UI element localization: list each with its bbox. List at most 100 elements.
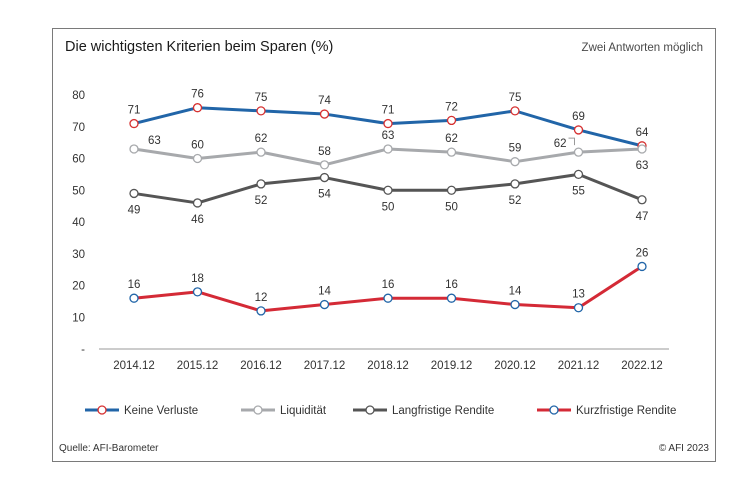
data-point [383,144,393,154]
data-point [446,147,457,157]
chart-subtitle: Zwei Antworten möglich [582,42,703,54]
legend-marker [253,405,263,415]
source-note: Quelle: AFI-Barometer [59,443,159,454]
y-tick-label: 70 [72,122,85,134]
data-label: 46 [191,214,204,226]
data-point [192,287,203,297]
series-layer [129,103,647,316]
label-leader-line [568,137,575,146]
data-point [446,293,457,303]
data-label: 16 [382,279,395,291]
data-point [319,172,330,183]
data-label: 60 [191,140,204,152]
data-point [383,293,393,303]
data-point [256,306,266,316]
data-point [637,195,647,205]
data-point [256,147,266,157]
data-point [637,144,647,154]
data-label: 16 [128,279,141,291]
data-label: 52 [509,195,522,207]
x-tick-label: 2021.12 [558,360,600,372]
chart-title: Die wichtigsten Kriterien beim Sparen (%… [65,39,333,55]
legend-item-langfristige-rendite: Langfristige Rendite [353,405,494,417]
data-point [192,153,203,164]
legend-item-liquidit-t: Liquidität [241,405,327,417]
legend-label: Langfristige Rendite [392,405,494,417]
data-point [510,299,520,310]
data-point [192,198,203,208]
data-point [319,160,330,170]
data-label: 50 [382,201,395,213]
copyright-note: © AFI 2023 [659,443,710,454]
y-tick-label: 60 [72,154,85,166]
data-label: 26 [636,247,649,259]
data-label: 69 [572,111,585,123]
data-label: 49 [128,204,141,216]
x-axis-ticks: 2014.12 2015.12 2016.12 2017.12 2018.12 2019.… [113,360,663,372]
data-label: 58 [318,146,331,158]
legend-marker [365,405,375,415]
data-point [129,118,139,129]
series-kurzfristige-rendite [129,261,647,316]
data-label: 63 [148,135,161,147]
data-point [510,106,520,116]
x-tick-label: 2020.12 [494,360,536,372]
data-label: 52 [255,195,268,207]
data-label: 55 [572,185,585,197]
y-tick-label: 10 [72,312,85,324]
data-point [129,293,139,303]
x-tick-label: 2014.12 [113,360,155,372]
data-label: 14 [509,286,522,298]
y-tick-label: - [81,344,85,356]
x-tick-label: 2015.12 [177,360,219,372]
data-point [256,106,266,116]
data-point [446,185,457,195]
data-point [573,147,584,157]
legend: Keine Verluste Liquidität Langfristige Ren… [85,405,676,417]
y-tick-label: 50 [72,185,85,197]
series-liquidit-t [129,144,647,170]
data-point [383,118,393,129]
data-point [192,103,203,113]
x-tick-label: 2022.12 [621,360,663,372]
data-label: 62 [554,138,567,150]
data-point [510,157,520,167]
legend-marker [549,405,559,415]
data-label: 62 [445,133,458,145]
data-point [319,109,330,119]
data-point [129,188,139,199]
data-label: 72 [445,101,458,113]
series-keine-verluste [129,103,647,151]
data-label: 76 [191,89,204,101]
legend-label: Kurzfristige Rendite [576,405,676,417]
legend-marker [97,405,107,415]
y-tick-label: 30 [72,249,85,261]
data-label: 75 [509,92,522,104]
data-label: 12 [255,292,268,304]
chart-frame: Die wichtigsten Kriterien beim Sparen (%… [52,28,716,462]
x-tick-label: 2017.12 [304,360,346,372]
legend-label: Liquidität [280,405,327,417]
data-label: 75 [255,92,268,104]
data-label: 59 [509,143,522,155]
data-point [129,144,139,154]
y-axis-ticks: - 10 20 30 40 50 60 70 80 [72,90,85,356]
data-label: 13 [572,289,585,301]
data-label: 14 [318,286,331,298]
data-point [319,299,330,310]
data-label: 54 [318,189,331,201]
x-tick-label: 2016.12 [240,360,282,372]
data-point [573,169,584,180]
data-point [256,179,266,189]
data-label: 74 [318,95,331,107]
data-label: 64 [636,127,649,139]
data-label: 47 [636,211,649,223]
data-label: 63 [636,160,649,172]
data-point [383,185,393,195]
line-chart: Die wichtigsten Kriterien beim Sparen (%… [59,39,710,454]
data-label: 16 [445,279,458,291]
data-point [637,261,647,272]
data-label: 62 [255,133,268,145]
y-tick-label: 40 [72,217,85,229]
data-label: 71 [382,105,395,117]
